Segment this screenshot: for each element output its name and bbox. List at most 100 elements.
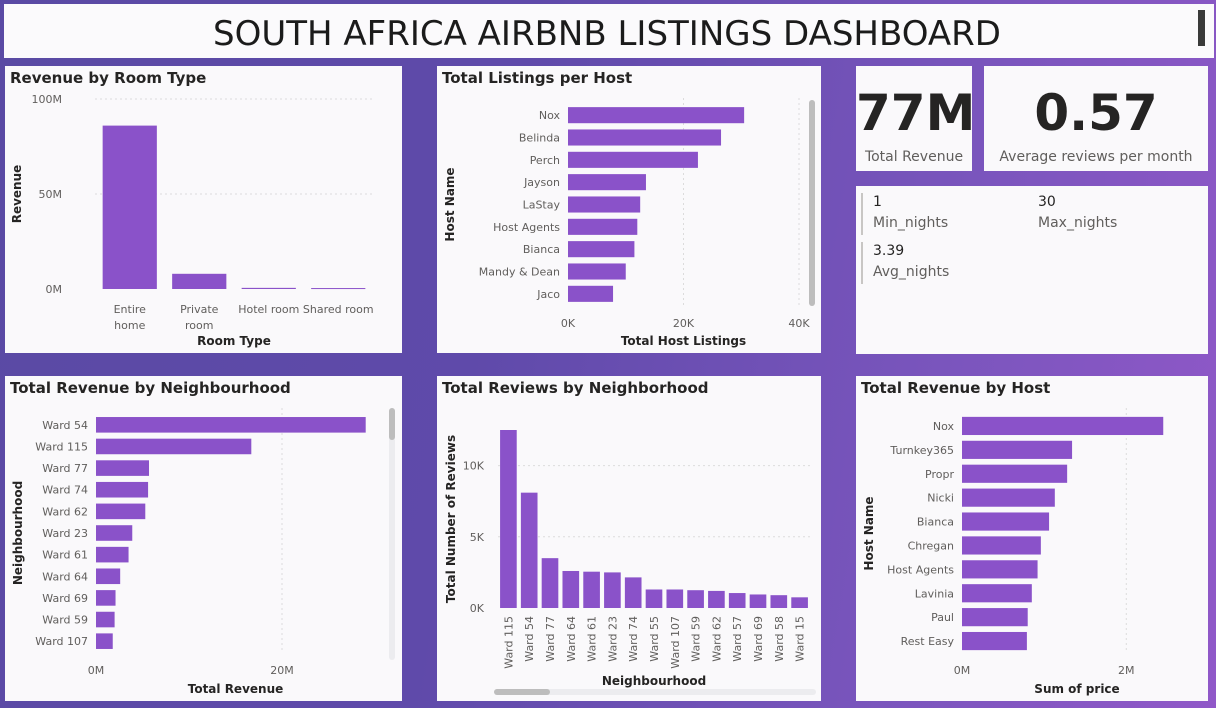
dashboard-header: SOUTH AFRICA AIRBNB LISTINGS DASHBOARD [4, 4, 1214, 58]
vertical-scrollbar[interactable] [809, 100, 815, 306]
scrollbar-thumb[interactable] [809, 100, 815, 306]
y-tick-label: Ward 61 [42, 549, 88, 562]
bar [962, 608, 1028, 627]
y-tick-label: Propr [925, 468, 954, 481]
bar [520, 492, 538, 608]
bar [568, 129, 722, 146]
y-tick-label: 100M [32, 93, 63, 106]
min-nights-label: Min_nights [873, 215, 949, 231]
y-tick-label: Ward 74 [42, 484, 88, 497]
y-tick-label: Ward 23 [42, 527, 88, 540]
avg-reviews-card: 0.57 Average reviews per month [984, 66, 1208, 171]
y-axis-title: Host Name [862, 496, 876, 570]
bar [962, 464, 1068, 483]
x-axis-title: Total Revenue [188, 682, 284, 696]
revenue-by-neighbourhood-panel[interactable]: Total Revenue by Neighbourhood 0M 20M Ward… [5, 376, 402, 701]
bar [241, 287, 296, 289]
bar [728, 593, 746, 608]
x-tick-label: Ward 23 [606, 616, 619, 662]
chart-title: Total Reviews by Neighborhood [442, 379, 709, 397]
bar [770, 595, 788, 608]
y-axis-title: Host Name [443, 167, 457, 241]
x-tick-label: 40K [788, 317, 810, 330]
bar [96, 438, 252, 455]
revenue-by-room-type-panel[interactable]: Revenue by Room Type 0M 50M 100M Entire home… [5, 66, 402, 353]
y-tick-label: Ward 69 [42, 592, 88, 605]
y-tick-label: Nicki [927, 492, 954, 505]
bar [96, 525, 133, 541]
bar [568, 174, 646, 191]
bar [962, 560, 1038, 579]
bar [541, 558, 559, 608]
total-revenue-value: 77M [856, 84, 972, 142]
bar [708, 590, 725, 608]
bar [568, 196, 641, 213]
stat-accent-bar [861, 193, 863, 235]
bar [96, 546, 129, 563]
horizontal-scrollbar[interactable] [494, 689, 816, 695]
y-tick-label: Belinda [519, 132, 560, 145]
x-tick-label: Ward 107 [669, 616, 682, 669]
scrollbar-thumb[interactable] [494, 689, 550, 695]
y-tick-label: Ward 107 [35, 635, 88, 648]
bar [568, 218, 638, 235]
bar [962, 440, 1073, 459]
x-tick-label: 2M [1118, 664, 1135, 677]
bar [604, 572, 621, 608]
y-axis-title: Neighbourhood [11, 481, 25, 585]
chart-title: Revenue by Room Type [10, 69, 207, 87]
x-axis-title: Sum of price [1034, 682, 1119, 696]
max-nights-value: 30 [1038, 194, 1056, 210]
bar [624, 577, 642, 608]
revenue-by-room-type-chart: 0M 50M 100M Entire home Private room Hotel room… [10, 93, 374, 348]
chart-title: Total Revenue by Neighbourhood [10, 379, 291, 397]
y-axis-title: Total Number of Reviews [444, 435, 458, 603]
y-tick-label: 0K [470, 602, 485, 615]
bar [568, 151, 698, 168]
revenue-by-host-panel[interactable]: Total Revenue by Host 0M 2M Nox Turnkey365 P… [856, 376, 1208, 701]
y-tick-label: Ward 62 [42, 505, 88, 518]
y-tick-label: 0M [46, 283, 63, 296]
bar [102, 125, 157, 289]
y-tick-label: 10K [463, 460, 485, 473]
y-tick-label: Ward 64 [42, 570, 88, 583]
y-tick-label: Ward 54 [42, 419, 88, 432]
y-tick-label: Ward 115 [35, 440, 88, 453]
x-tick-label: Ward 54 [523, 616, 536, 662]
x-tick-label: Ward 77 [544, 616, 557, 662]
vertical-scrollbar[interactable] [389, 408, 395, 660]
nights-card: 1 Min_nights 30 Max_nights 3.39 Avg_nigh… [856, 186, 1208, 354]
avg-reviews-value: 0.57 [1034, 84, 1158, 142]
x-axis-title: Neighbourhood [602, 674, 706, 688]
x-tick-label: Ward 115 [502, 616, 515, 669]
revenue-by-host-chart: 0M 2M Nox Turnkey365 Propr Nicki Bianca Chregan… [862, 408, 1164, 696]
bar [96, 503, 146, 520]
avg-reviews-label: Average reviews per month [999, 149, 1193, 165]
listings-per-host-panel[interactable]: Total Listings per Host 0K 20K 40K Nox Belin… [437, 66, 821, 353]
bar [666, 589, 684, 608]
menu-handle-icon[interactable] [1198, 10, 1205, 46]
bar [96, 481, 149, 498]
y-tick-label: Bianca [917, 516, 954, 529]
y-tick-label: 5K [470, 531, 485, 544]
x-tick-label: 0M [954, 664, 971, 677]
x-tick-label: Ward 57 [731, 616, 744, 662]
bar [962, 512, 1050, 531]
x-tick-label: Hotel room [238, 303, 299, 316]
y-tick-label: Host Agents [493, 221, 560, 234]
x-tick-label: Shared room [303, 303, 374, 316]
scrollbar-thumb[interactable] [389, 408, 395, 440]
bar [962, 536, 1041, 555]
x-tick-label: 20M [270, 664, 294, 677]
reviews-by-neighborhood-panel[interactable]: Total Reviews by Neighborhood 0K 5K 10K War… [437, 376, 821, 701]
listings-per-host-chart: 0K 20K 40K Nox Belinda Perch Jayson LaStay Host … [443, 98, 810, 348]
total-revenue-label: Total Revenue [864, 149, 964, 165]
y-tick-label: Host Agents [887, 563, 954, 576]
y-tick-label: Turnkey365 [889, 444, 954, 457]
max-nights-label: Max_nights [1038, 215, 1118, 231]
bar [568, 285, 614, 302]
bar [568, 107, 745, 124]
y-tick-label: Nox [539, 109, 561, 122]
x-axis-title: Room Type [197, 334, 271, 348]
x-tick-label: 0K [561, 317, 576, 330]
